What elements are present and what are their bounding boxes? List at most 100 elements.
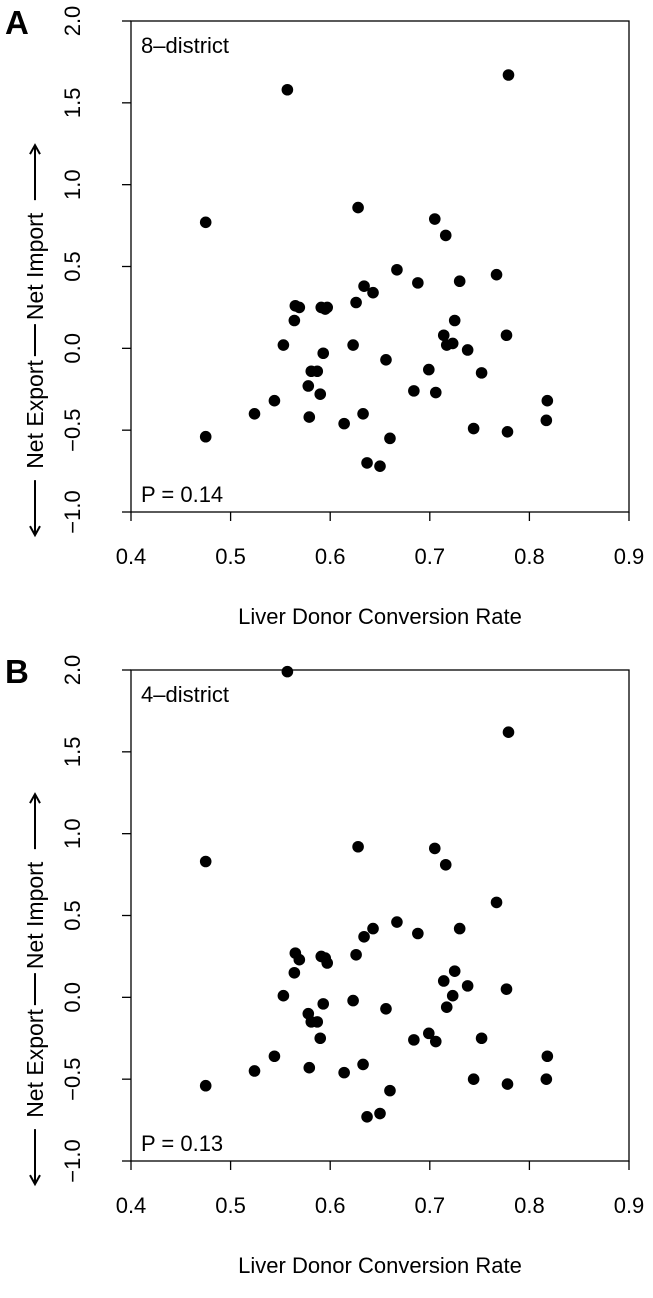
data-point bbox=[439, 858, 452, 871]
data-point bbox=[199, 216, 212, 229]
data-point bbox=[501, 1078, 514, 1090]
x-axis-title: Liver Donor Conversion Rate bbox=[238, 604, 522, 629]
x-tick-label: 0.5 bbox=[215, 544, 246, 569]
data-point bbox=[367, 286, 379, 299]
y-tick-label: 2.0 bbox=[60, 6, 85, 37]
data-point bbox=[361, 1111, 373, 1123]
data-point bbox=[502, 726, 515, 738]
y-tick-label: −0.5 bbox=[60, 1057, 85, 1100]
x-axis-title: Liver Donor Conversion Rate bbox=[238, 1253, 522, 1278]
y-tick-label: 0.0 bbox=[60, 982, 85, 1013]
x-tick-label: 0.9 bbox=[614, 544, 645, 569]
data-point bbox=[412, 277, 424, 289]
data-point bbox=[268, 1050, 281, 1063]
data-point bbox=[199, 430, 212, 443]
data-point bbox=[374, 1107, 386, 1120]
y-label-net-export: Net Export bbox=[22, 360, 48, 469]
x-tick-label: 0.6 bbox=[315, 1193, 346, 1218]
data-point bbox=[439, 229, 452, 242]
data-point bbox=[347, 339, 359, 351]
x-tick-label: 0.4 bbox=[116, 544, 147, 569]
data-point bbox=[384, 1084, 396, 1097]
y-tick-label: 1.0 bbox=[60, 169, 85, 200]
data-point bbox=[380, 1002, 392, 1015]
data-point bbox=[317, 998, 330, 1010]
y-label-net-export: Net Export bbox=[22, 1009, 48, 1118]
data-point bbox=[475, 367, 488, 379]
data-point bbox=[347, 994, 359, 1007]
data-point bbox=[321, 301, 334, 314]
data-point bbox=[490, 268, 503, 281]
data-point bbox=[352, 201, 364, 214]
data-point bbox=[408, 385, 420, 397]
data-point bbox=[281, 665, 294, 678]
panel-letter: A bbox=[5, 4, 29, 41]
x-tick-label: 0.4 bbox=[116, 1193, 147, 1218]
panel-letter: B bbox=[5, 653, 29, 690]
data-point bbox=[314, 1032, 327, 1045]
data-point bbox=[199, 855, 212, 868]
data-point bbox=[338, 417, 350, 430]
data-point bbox=[288, 314, 301, 327]
data-point bbox=[500, 329, 513, 342]
up-arrow-icon bbox=[29, 792, 41, 804]
data-point bbox=[423, 1027, 435, 1040]
y-tick-label: 1.0 bbox=[60, 818, 85, 849]
scatter-chart-b: 0.4 0.5 0.6 0.7 0.8 0.9 −1.0 −0.5 0.0 0.5 1.0 1.5 2.… bbox=[5, 653, 644, 1278]
data-point bbox=[357, 1058, 369, 1071]
data-point bbox=[380, 353, 392, 366]
data-point bbox=[502, 69, 515, 81]
data-point bbox=[350, 296, 362, 309]
data-point bbox=[453, 922, 466, 935]
data-point bbox=[461, 344, 474, 356]
y-tick-label: 0.0 bbox=[60, 333, 85, 364]
up-arrow-icon bbox=[29, 143, 41, 155]
data-point bbox=[314, 388, 327, 400]
district-label: 8–district bbox=[141, 33, 229, 58]
data-point bbox=[453, 275, 466, 288]
data-point bbox=[367, 922, 379, 935]
data-point bbox=[412, 927, 424, 940]
data-point bbox=[384, 432, 396, 445]
data-point bbox=[490, 896, 503, 909]
data-point bbox=[248, 1065, 261, 1077]
data-point bbox=[277, 339, 290, 351]
data-point bbox=[374, 460, 386, 472]
x-tick-label: 0.8 bbox=[514, 1193, 545, 1218]
data-point bbox=[338, 1066, 350, 1079]
data-point bbox=[437, 329, 450, 342]
data-point bbox=[541, 1050, 554, 1063]
y-label-net-import: Net Import bbox=[22, 212, 48, 320]
data-point bbox=[540, 414, 553, 427]
y-tick-label: 0.5 bbox=[60, 900, 85, 931]
data-point bbox=[303, 1061, 316, 1074]
data-point bbox=[277, 989, 290, 1002]
data-point bbox=[352, 840, 364, 853]
data-point bbox=[429, 1035, 442, 1048]
y-tick-label: 2.0 bbox=[60, 655, 85, 686]
data-point bbox=[358, 280, 370, 292]
x-tick-label: 0.5 bbox=[215, 1193, 246, 1218]
y-tick-label: 1.5 bbox=[60, 737, 85, 768]
data-point bbox=[541, 394, 554, 407]
data-point bbox=[350, 948, 362, 961]
data-point bbox=[391, 263, 403, 276]
p-value-label: P = 0.14 bbox=[141, 482, 223, 507]
y-tick-label: 1.5 bbox=[60, 88, 85, 119]
data-point bbox=[446, 337, 459, 350]
x-tick-label: 0.7 bbox=[415, 1193, 446, 1218]
y-tick-label: −1.0 bbox=[60, 1139, 85, 1182]
down-arrow-icon bbox=[29, 525, 41, 538]
data-point bbox=[501, 426, 514, 438]
data-point bbox=[293, 953, 306, 966]
x-tick-label: 0.6 bbox=[315, 544, 346, 569]
x-tick-label: 0.8 bbox=[514, 544, 545, 569]
scatter-chart-a: 0.4 0.5 0.6 0.7 0.8 0.9 −1.0 −0.5 0.0 0.5 1.0 1.5 2.… bbox=[5, 4, 645, 629]
y-tick-label: 0.5 bbox=[60, 251, 85, 282]
data-point bbox=[467, 422, 480, 435]
data-point bbox=[199, 1079, 212, 1092]
data-point bbox=[429, 386, 442, 399]
p-value-label: P = 0.13 bbox=[141, 1131, 223, 1156]
data-point bbox=[500, 983, 513, 995]
data-point bbox=[303, 411, 316, 423]
